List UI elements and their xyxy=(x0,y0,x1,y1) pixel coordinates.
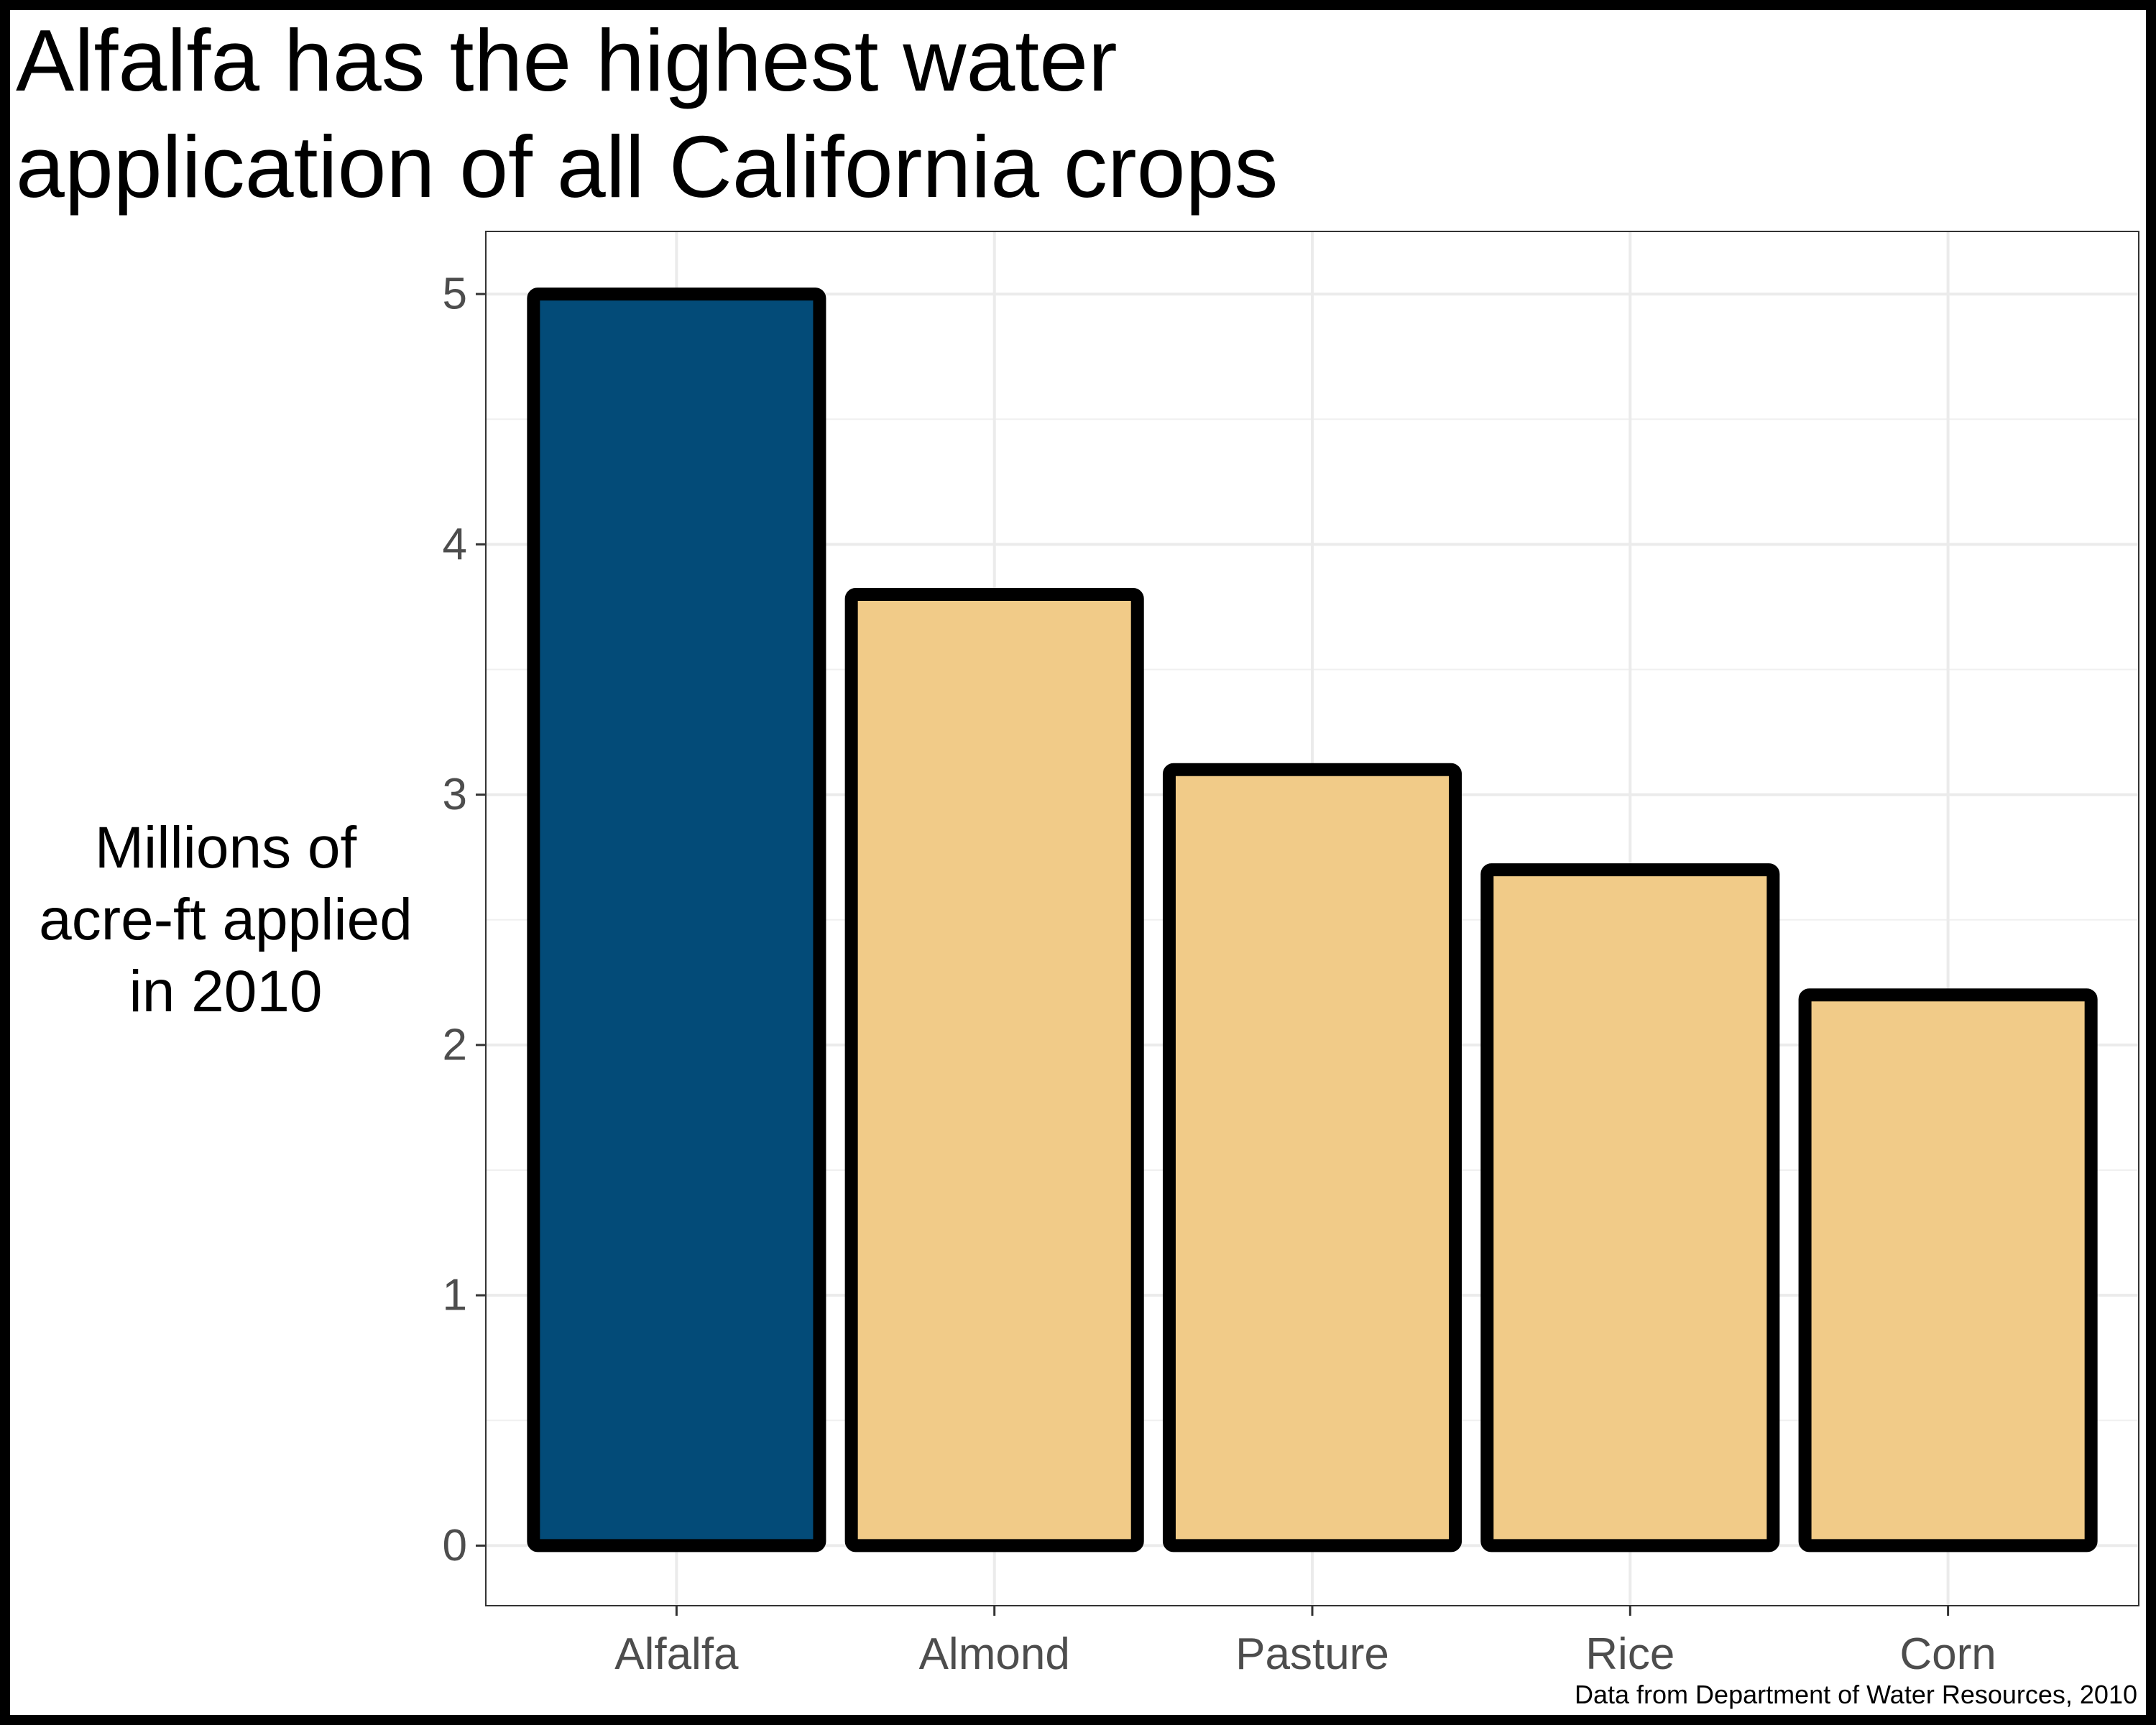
y-tick-label: 1 xyxy=(443,1271,467,1320)
bars xyxy=(527,288,2098,1552)
x-tick-label: Alfalfa xyxy=(614,1629,739,1679)
y-axis-label: Millions of acre-ft applied in 2010 xyxy=(39,815,413,1024)
y-tick-label: 4 xyxy=(443,520,467,569)
x-tick-label: Corn xyxy=(1899,1629,1996,1679)
x-tick-label: Rice xyxy=(1585,1629,1674,1679)
bar-pasture xyxy=(1162,763,1462,1552)
x-axis: Alfalfa Almond Pasture Rice Corn xyxy=(614,1606,1996,1679)
bar-alfalfa xyxy=(527,288,826,1552)
y-tick-label: 3 xyxy=(443,770,467,819)
bar-corn xyxy=(1798,988,2098,1552)
x-tick-label: Pasture xyxy=(1235,1629,1389,1679)
y-tick-label: 5 xyxy=(443,270,467,319)
y-axis: 0 1 2 3 4 5 xyxy=(443,270,486,1570)
y-tick-label: 0 xyxy=(443,1521,467,1570)
chart-title: Alfalfa has the highest water applicatio… xyxy=(16,12,1279,216)
bar-almond xyxy=(844,587,1144,1552)
x-tick-label: Almond xyxy=(919,1629,1070,1679)
bar-rice xyxy=(1480,863,1780,1552)
y-tick-label: 2 xyxy=(443,1020,467,1070)
data-source-caption: Data from Department of Water Resources,… xyxy=(1575,1680,2137,1709)
